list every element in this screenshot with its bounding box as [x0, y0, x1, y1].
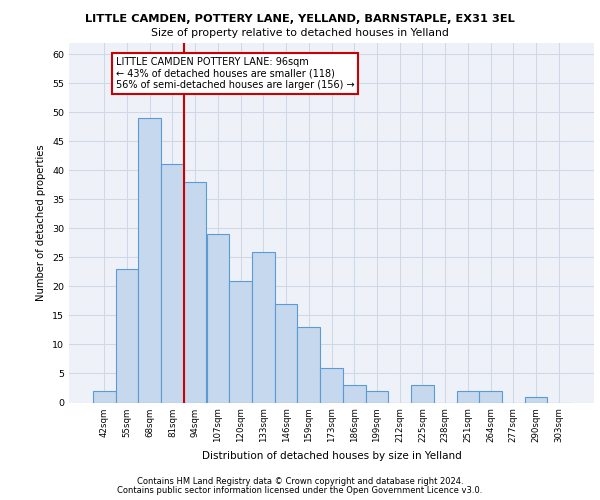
- Bar: [161, 164, 184, 402]
- Bar: [252, 252, 275, 402]
- Bar: [275, 304, 298, 402]
- Y-axis label: Number of detached properties: Number of detached properties: [37, 144, 46, 301]
- Bar: [298, 327, 320, 402]
- Bar: [93, 391, 116, 402]
- Bar: [229, 280, 252, 402]
- Bar: [343, 385, 365, 402]
- Text: Size of property relative to detached houses in Yelland: Size of property relative to detached ho…: [151, 28, 449, 38]
- Bar: [411, 385, 434, 402]
- Bar: [116, 269, 139, 402]
- Text: Contains public sector information licensed under the Open Government Licence v3: Contains public sector information licen…: [118, 486, 482, 495]
- Bar: [457, 391, 479, 402]
- Bar: [139, 118, 161, 403]
- X-axis label: Distribution of detached houses by size in Yelland: Distribution of detached houses by size …: [202, 450, 461, 460]
- Bar: [479, 391, 502, 402]
- Text: LITTLE CAMDEN POTTERY LANE: 96sqm
← 43% of detached houses are smaller (118)
56%: LITTLE CAMDEN POTTERY LANE: 96sqm ← 43% …: [116, 57, 354, 90]
- Bar: [320, 368, 343, 402]
- Text: Contains HM Land Registry data © Crown copyright and database right 2024.: Contains HM Land Registry data © Crown c…: [137, 477, 463, 486]
- Bar: [206, 234, 229, 402]
- Bar: [365, 391, 388, 402]
- Text: LITTLE CAMDEN, POTTERY LANE, YELLAND, BARNSTAPLE, EX31 3EL: LITTLE CAMDEN, POTTERY LANE, YELLAND, BA…: [85, 14, 515, 24]
- Bar: [184, 182, 206, 402]
- Bar: [524, 396, 547, 402]
